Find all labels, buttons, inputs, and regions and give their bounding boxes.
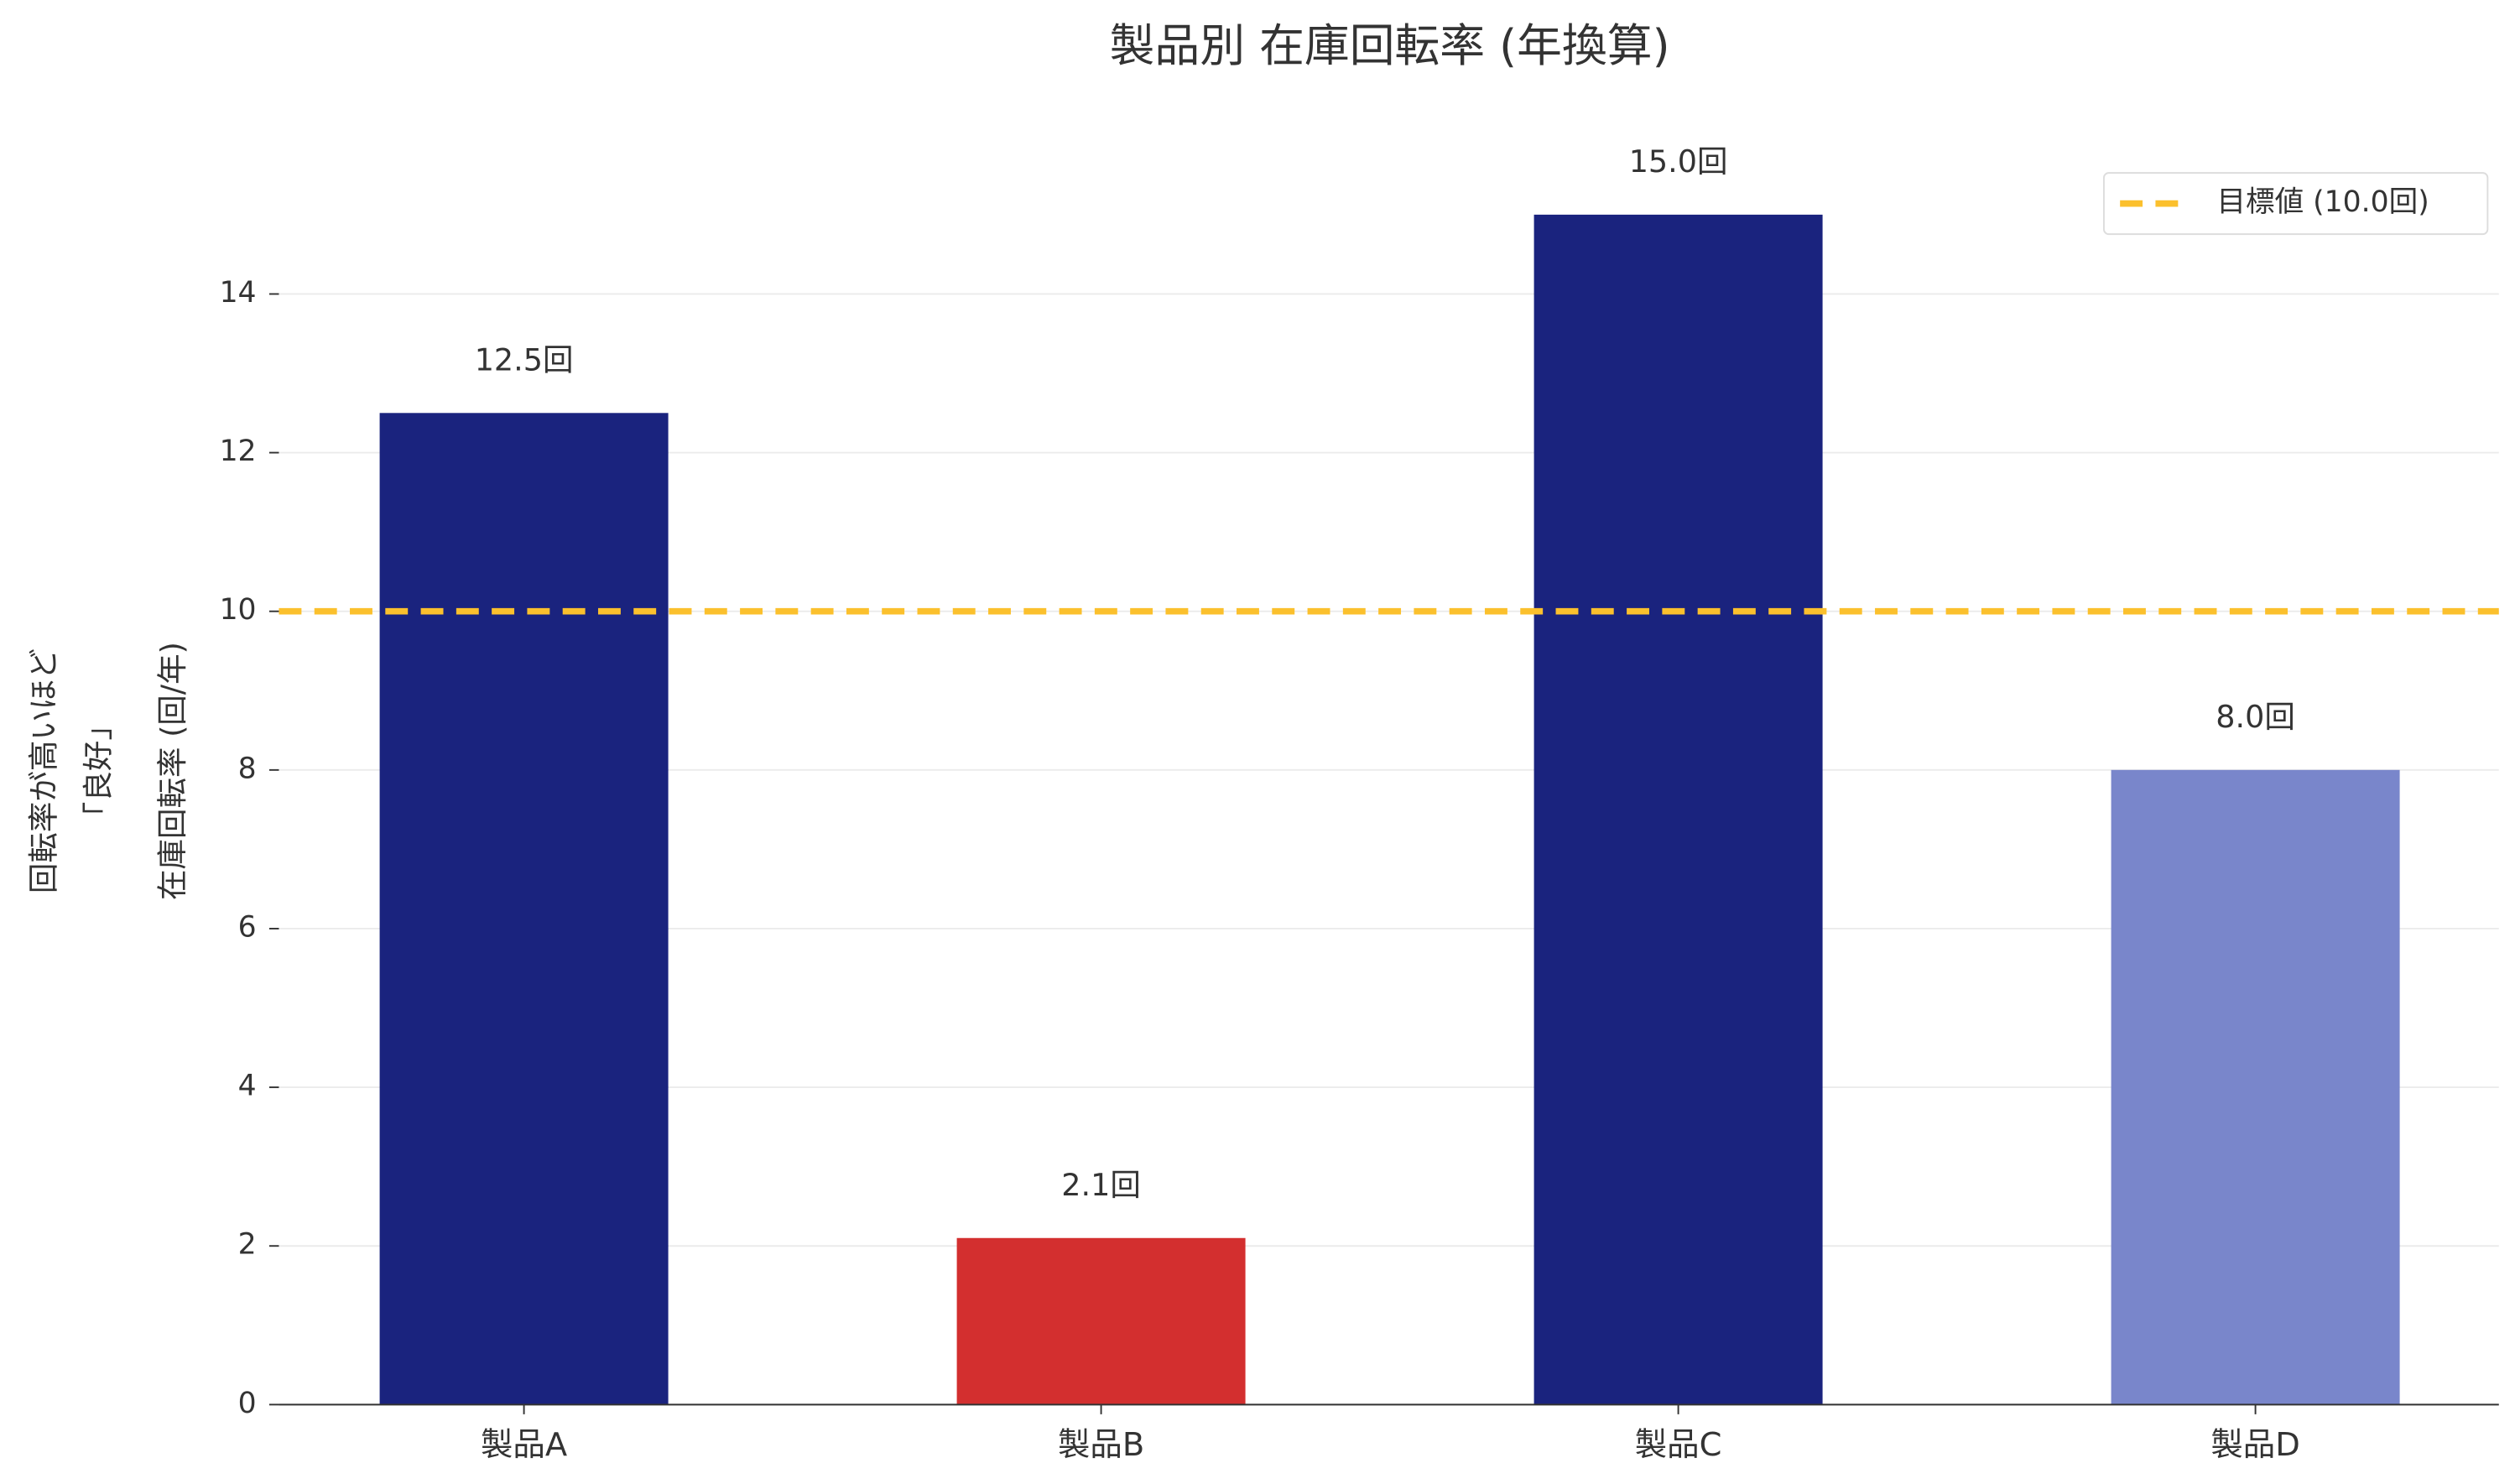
y-tick-label: 10: [220, 593, 257, 627]
y-tick-label: 4: [238, 1070, 257, 1103]
bar: [379, 413, 669, 1405]
value-label: 12.5回: [475, 341, 574, 378]
chart-title: 製品別 在庫回転率 (年換算): [1110, 19, 1670, 72]
legend-box: [2102, 172, 2489, 236]
y-tick-label: 0: [238, 1387, 257, 1420]
y-tick-label: 14: [220, 276, 257, 310]
x-tick-label: 製品D: [2210, 1426, 2299, 1464]
y-axis-label: 在庫回転率 (回/年): [154, 642, 190, 900]
legend-label: 目標値 (10.0回): [2216, 185, 2429, 219]
y-tick-label: 12: [220, 435, 257, 468]
bar: [956, 1237, 1246, 1405]
y-label-note: 「良好」: [81, 710, 117, 832]
value-label: 8.0回: [2216, 699, 2295, 735]
value-label: 15.0回: [1629, 143, 1728, 180]
y-tick-label: 8: [238, 752, 257, 785]
bar: [1533, 214, 1823, 1405]
x-tick-label: 製品B: [1058, 1426, 1144, 1464]
y-tick-label: 6: [238, 910, 257, 944]
bar: [2111, 769, 2400, 1405]
y-label-note: 回転率が高いほど: [25, 648, 61, 893]
y-tick-label: 2: [238, 1228, 257, 1262]
x-tick-label: 製品A: [481, 1426, 567, 1464]
x-tick-label: 製品C: [1635, 1426, 1722, 1464]
value-label: 2.1回: [1061, 1167, 1141, 1203]
